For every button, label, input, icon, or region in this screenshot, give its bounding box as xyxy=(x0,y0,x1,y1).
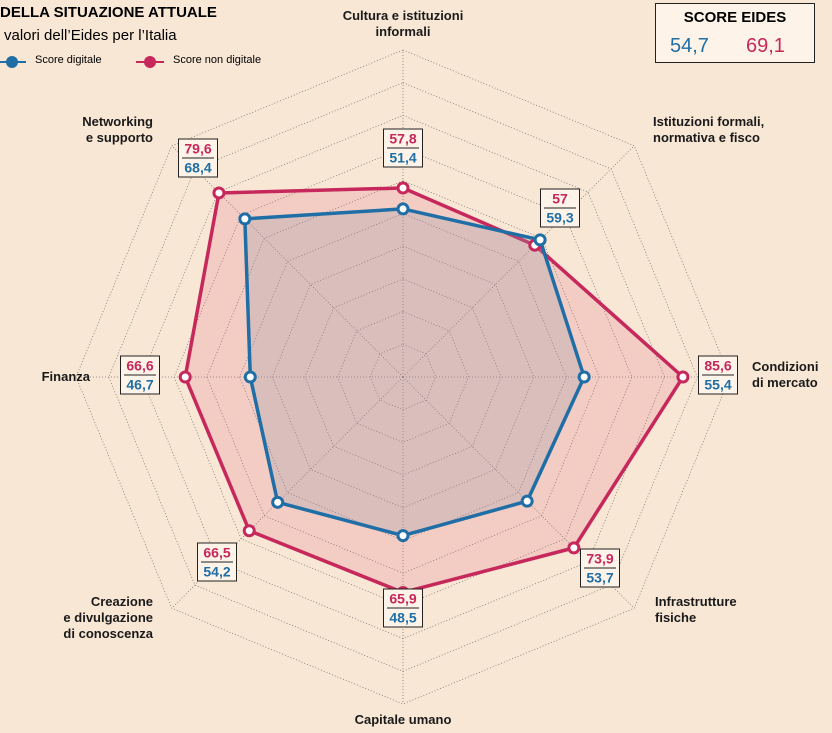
value-label: 55,4 xyxy=(704,376,732,393)
score-box-title: SCORE EIDES xyxy=(683,9,787,26)
value-label: 57,8 xyxy=(387,130,419,149)
value-box: 66,5 54,2 xyxy=(197,542,237,582)
value-label: 85,6 xyxy=(702,357,734,376)
value-label: 66,5 xyxy=(201,544,233,563)
score-value: 69,1 xyxy=(746,35,785,57)
value-label: 79,6 xyxy=(182,140,214,159)
value-box: 73,9 53,7 xyxy=(580,548,620,588)
value-label: 57 xyxy=(544,190,576,209)
value-label: 59,3 xyxy=(546,209,574,226)
category-label: Finanza xyxy=(41,369,90,384)
value-box: 57,8 51,4 xyxy=(383,128,423,168)
value-label: 51,4 xyxy=(389,149,417,166)
point xyxy=(577,370,591,384)
category-label: Infrastrutture fisiche xyxy=(655,594,737,625)
category-label: Condizioni di mercato xyxy=(752,359,819,390)
point xyxy=(242,524,256,538)
series-area xyxy=(243,207,586,538)
grid-ring xyxy=(108,82,698,672)
value-box: 85,6 55,4 xyxy=(698,355,738,395)
score-value: 54,7 xyxy=(670,35,709,57)
point xyxy=(243,370,257,384)
point xyxy=(676,370,690,384)
category-label: Creazione e divulgazione di conoscenza xyxy=(63,594,153,641)
spoke xyxy=(171,145,404,378)
category-label: Networking e supporto xyxy=(82,114,153,145)
grid-ring xyxy=(75,49,731,705)
point xyxy=(238,212,252,226)
grid-ring xyxy=(173,147,633,607)
value-box: 66,6 46,7 xyxy=(120,355,160,395)
value-box: 79,6 68,4 xyxy=(178,138,218,178)
value-label: 46,7 xyxy=(126,376,154,393)
grid-ring xyxy=(206,180,600,574)
legend-label: Score digitale xyxy=(35,54,102,66)
point xyxy=(533,233,547,247)
value-label: 48,5 xyxy=(389,609,417,626)
spoke xyxy=(171,376,404,609)
value-label: 53,7 xyxy=(586,569,614,586)
value-box: 65,9 48,5 xyxy=(383,588,423,628)
point xyxy=(271,495,285,509)
grid-ring xyxy=(369,343,437,411)
score-box: SCORE EIDES 54,7 69,1 xyxy=(655,3,815,63)
value-box: 57 59,3 xyxy=(540,188,580,228)
point xyxy=(520,494,534,508)
point xyxy=(396,202,410,216)
point xyxy=(567,541,581,555)
value-label: 73,9 xyxy=(584,550,616,569)
category-label: Istituzioni formali, normativa e fisco xyxy=(653,114,765,145)
category-label: Capitale umano xyxy=(354,712,452,727)
spoke xyxy=(402,376,635,609)
value-label: 66,6 xyxy=(124,357,156,376)
category-label: Cultura e istituzioni informali xyxy=(342,8,464,39)
point xyxy=(396,181,410,195)
spoke xyxy=(402,145,635,378)
value-label: 68,4 xyxy=(184,159,212,176)
point xyxy=(396,529,410,543)
chart-subtitle: valori dell’Eides per l’Italia xyxy=(4,27,177,44)
value-label: 65,9 xyxy=(387,590,419,609)
legend-label: Score non digitale xyxy=(173,54,262,66)
value-label: 54,2 xyxy=(203,563,231,580)
grid-ring xyxy=(304,278,502,476)
grid-ring xyxy=(239,213,567,541)
grid-ring xyxy=(337,311,469,443)
point xyxy=(178,370,192,384)
chart-title: DELLA SITUAZIONE ATTUALE xyxy=(0,4,217,21)
point xyxy=(212,186,226,200)
